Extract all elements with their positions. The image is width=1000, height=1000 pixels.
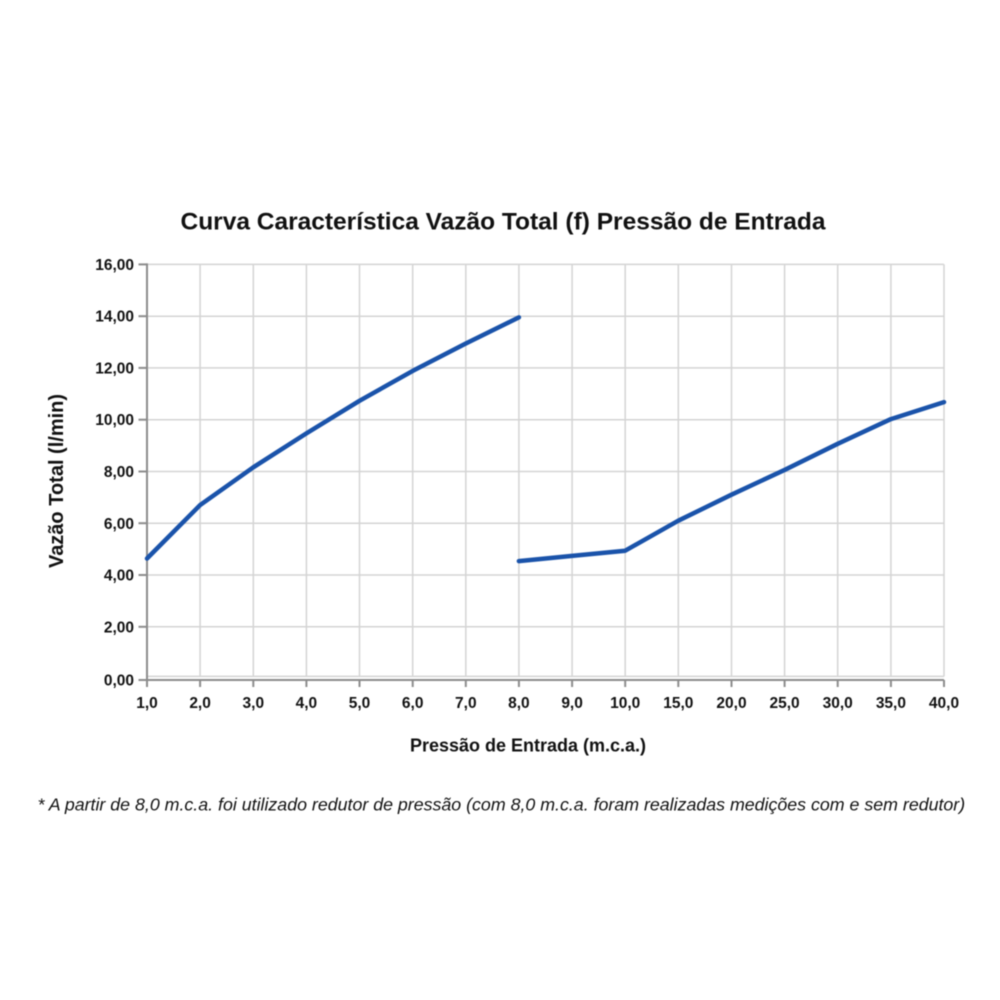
svg-text:5,0: 5,0 xyxy=(349,695,371,712)
svg-text:7,0: 7,0 xyxy=(455,695,477,712)
svg-text:2,00: 2,00 xyxy=(104,619,134,636)
svg-text:10,00: 10,00 xyxy=(95,412,134,429)
svg-text:4,00: 4,00 xyxy=(104,568,134,585)
svg-text:Curva Característica Vazão Tot: Curva Característica Vazão Total (f) Pre… xyxy=(181,209,826,236)
svg-text:35,0: 35,0 xyxy=(876,695,906,712)
svg-text:0,00: 0,00 xyxy=(104,673,134,690)
svg-text:14,00: 14,00 xyxy=(95,309,134,326)
svg-text:2,0: 2,0 xyxy=(189,695,211,712)
svg-text:16,00: 16,00 xyxy=(95,257,134,274)
svg-text:12,00: 12,00 xyxy=(95,360,134,377)
svg-text:* A partir de 8,0 m.c.a. foi u: * A partir de 8,0 m.c.a. foi utilizado r… xyxy=(38,795,966,815)
svg-text:9,0: 9,0 xyxy=(561,695,583,712)
svg-text:1,0: 1,0 xyxy=(136,695,158,712)
svg-text:8,0: 8,0 xyxy=(508,695,530,712)
svg-text:6,00: 6,00 xyxy=(104,516,134,533)
svg-text:40,0: 40,0 xyxy=(929,695,959,712)
svg-text:Vazão Total (l/min): Vazão Total (l/min) xyxy=(46,394,68,568)
svg-text:4,0: 4,0 xyxy=(296,695,318,712)
svg-text:20,0: 20,0 xyxy=(716,695,746,712)
svg-text:6,0: 6,0 xyxy=(402,695,424,712)
svg-text:15,0: 15,0 xyxy=(663,695,693,712)
svg-text:10,0: 10,0 xyxy=(610,695,640,712)
svg-text:8,00: 8,00 xyxy=(104,464,134,481)
svg-text:3,0: 3,0 xyxy=(243,695,265,712)
svg-text:Pressão de Entrada (m.c.a.): Pressão de Entrada (m.c.a.) xyxy=(410,736,646,756)
svg-text:30,0: 30,0 xyxy=(823,695,853,712)
svg-text:25,0: 25,0 xyxy=(770,695,800,712)
